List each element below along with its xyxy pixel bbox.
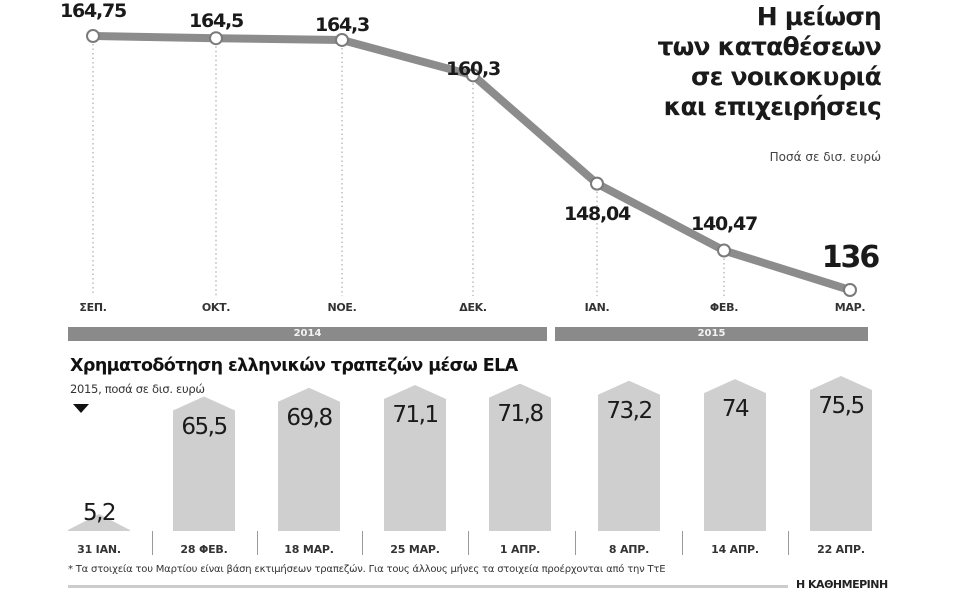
ela-bar bbox=[810, 376, 872, 531]
bar-value-label: 71,1 bbox=[392, 402, 439, 429]
month-label: ΝΟΕ. bbox=[327, 301, 357, 314]
triangle-down-icon bbox=[73, 404, 89, 413]
year-band-2015: 2015 bbox=[555, 327, 868, 341]
ela-bar bbox=[704, 379, 766, 531]
chart-subtitle: Ποσά σε δισ. ευρώ bbox=[769, 150, 881, 164]
title-line: των καταθέσεων bbox=[657, 32, 881, 61]
footnote: * Τα στοιχεία του Μαρτίου είναι βάση εκτ… bbox=[68, 564, 666, 575]
bar-date-label: 31 ΙΑΝ. bbox=[77, 543, 121, 556]
point-value-label: 140,47 bbox=[690, 213, 758, 235]
bar-date-label: 25 ΜΑΡ. bbox=[390, 543, 440, 556]
ela-title: Χρηματοδότηση ελληνικών τραπεζών μέσω EL… bbox=[70, 356, 518, 376]
data-point-marker bbox=[590, 176, 604, 191]
point-value-label: 148,04 bbox=[563, 203, 631, 225]
bar-date-label: 1 ΑΠΡ. bbox=[499, 543, 541, 556]
month-label: ΙΑΝ. bbox=[584, 301, 610, 314]
ela-bar bbox=[598, 380, 660, 531]
bar-value-label: 65,5 bbox=[181, 413, 228, 440]
point-value-label: 136 bbox=[821, 240, 881, 275]
bar-separator bbox=[151, 531, 153, 555]
data-point-marker bbox=[843, 283, 857, 297]
bar-separator bbox=[467, 531, 469, 555]
bar-value-label: 74 bbox=[721, 396, 750, 423]
point-value-label: 164,5 bbox=[188, 10, 244, 32]
bar-date-label: 28 ΦΕΒ. bbox=[180, 543, 228, 556]
ela-bar bbox=[489, 383, 551, 531]
title-line: σε νοικοκυριά bbox=[690, 62, 882, 91]
data-point-marker bbox=[717, 243, 731, 258]
bar-separator bbox=[362, 531, 363, 555]
point-value-label: 160,3 bbox=[445, 58, 501, 80]
bar-separator bbox=[574, 531, 576, 555]
ela-subtitle: 2015, ποσά σε δισ. ευρώ bbox=[70, 382, 205, 396]
month-label: ΦΕΒ. bbox=[709, 301, 739, 314]
bar-value-label: 73,2 bbox=[606, 397, 653, 424]
ela-bar bbox=[278, 387, 340, 531]
bar-value-label: 69,8 bbox=[286, 404, 333, 431]
bar-separator bbox=[256, 531, 258, 555]
ela-bar bbox=[173, 396, 235, 531]
bar-separator bbox=[788, 531, 789, 555]
month-label: ΟΚΤ. bbox=[201, 301, 231, 314]
footer-rule bbox=[68, 585, 788, 588]
data-point-marker bbox=[86, 29, 100, 43]
bar-date-label: 14 ΑΠΡ. bbox=[711, 543, 759, 556]
bar-date-label: 8 ΑΠΡ. bbox=[608, 543, 650, 556]
bar-separator bbox=[682, 531, 683, 555]
title-line: Η μείωση bbox=[756, 2, 882, 31]
ela-bar bbox=[68, 514, 130, 531]
bar-value-label: 75,5 bbox=[818, 393, 865, 419]
point-value-label: 164,3 bbox=[314, 14, 370, 36]
bar-value-label: 71,8 bbox=[497, 400, 544, 427]
month-label: ΜΑΡ. bbox=[834, 301, 866, 314]
data-point-marker bbox=[335, 32, 349, 47]
data-point-marker bbox=[209, 31, 223, 46]
bar-value-label: 5,2 bbox=[82, 500, 117, 526]
bar-date-label: 22 ΑΠΡ. bbox=[817, 543, 865, 556]
month-label: ΔΕΚ. bbox=[459, 301, 487, 314]
data-point-marker bbox=[466, 68, 480, 83]
month-label: ΣΕΠ. bbox=[79, 301, 107, 314]
bar-date-label: 18 ΜΑΡ. bbox=[284, 543, 334, 556]
ela-bar bbox=[384, 385, 446, 531]
title-line: και επιχειρήσεις bbox=[663, 92, 882, 121]
year-band-2014: 2014 bbox=[68, 327, 547, 341]
point-value-label: 164,75 bbox=[59, 0, 127, 22]
brand-logo: Η ΚΑΘΗΜΕΡΙΝΗ bbox=[796, 578, 888, 591]
chart-title: Η μείωση των καταθέσεων σε νοικοκυριά κα… bbox=[657, 2, 881, 122]
